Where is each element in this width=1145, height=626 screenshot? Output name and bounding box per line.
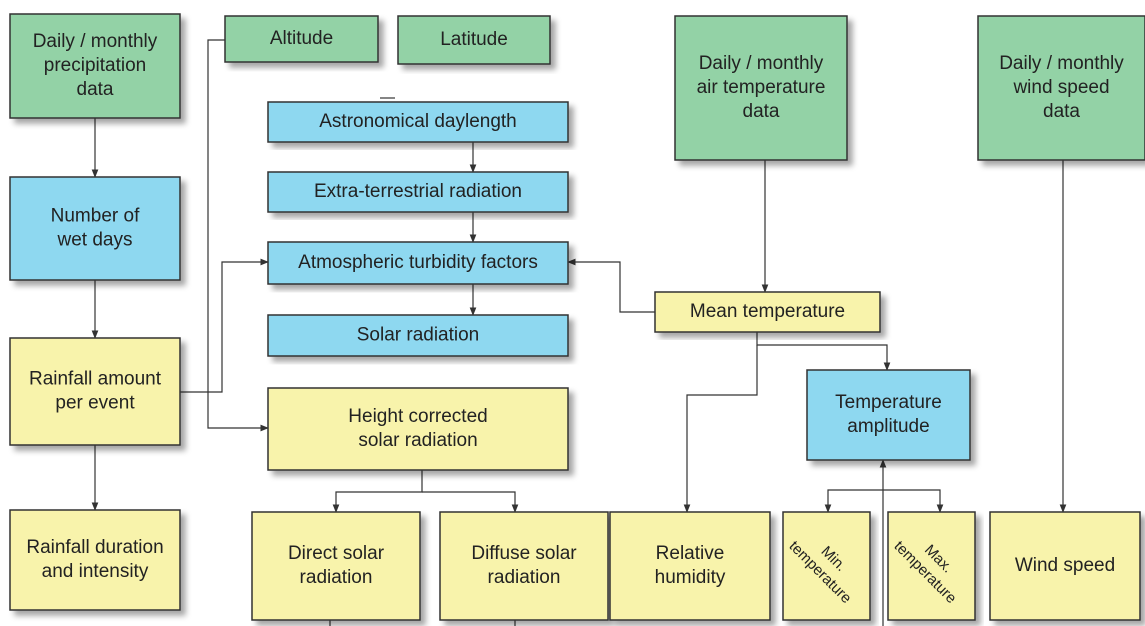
node-label: per event (55, 393, 135, 414)
node: Wind speed (989, 511, 1141, 621)
node-label: data (77, 79, 114, 100)
node-label: radiation (488, 567, 561, 588)
node-box (654, 291, 881, 333)
node-label: data (1043, 101, 1080, 122)
node-box (251, 511, 421, 621)
node-box (609, 511, 771, 621)
node: Rainfall duration and intensity (9, 509, 181, 611)
node-label: Daily / monthly (999, 53, 1124, 74)
node: Direct solar radiation (251, 511, 421, 621)
node-box (397, 15, 551, 65)
plain-lines (329, 97, 516, 626)
arrow (180, 258, 269, 393)
node-label: solar radiation (358, 430, 477, 451)
arrow (332, 470, 423, 513)
node-box (9, 13, 181, 119)
node-label: Mean temperature (690, 301, 845, 322)
line (329, 620, 516, 626)
arrow (207, 39, 269, 432)
node-label: and intensity (42, 561, 149, 582)
node: Temperature amplitude (806, 369, 971, 461)
node-label: Rainfall duration (26, 537, 163, 558)
node-box (674, 15, 848, 161)
nodes: Daily / monthly precipitation data Altitude… (9, 13, 1145, 621)
node-label: Relative (656, 543, 725, 564)
node-label: humidity (655, 567, 726, 588)
node-label: precipitation (44, 55, 146, 76)
node-label: Altitude (270, 28, 333, 49)
node-box (224, 15, 379, 63)
node: Astronomical daylength (267, 101, 569, 143)
arrow (756, 332, 891, 371)
node-box (989, 511, 1141, 621)
arrow (824, 489, 883, 513)
node-box (977, 15, 1145, 161)
node-label: Astronomical daylength (319, 111, 517, 132)
node-label: Direct solar (288, 543, 385, 564)
arrow (683, 345, 758, 513)
node: Height corrected solar radiation (267, 387, 569, 471)
node-label: Rainfall amount (29, 369, 162, 390)
node: Solar radiation (267, 314, 569, 357)
node-label: Extra-terrestrial radiation (314, 181, 522, 202)
node-label: air temperature (697, 77, 826, 98)
node-box (806, 369, 971, 461)
node-box (267, 101, 569, 143)
node-label: wet days (57, 230, 133, 251)
node-label: Daily / monthly (33, 31, 158, 52)
node-label: radiation (300, 567, 373, 588)
node-label: Atmospheric turbidity factors (298, 252, 538, 273)
node-box (782, 511, 871, 621)
node-label: Height corrected (348, 406, 487, 427)
node-box (9, 337, 181, 446)
node: Number of wet days (9, 176, 181, 281)
arrow (422, 491, 519, 513)
node-label: Temperature (835, 392, 942, 413)
node-label: wind speed (1012, 77, 1109, 98)
node: Latitude (397, 15, 551, 65)
node-label: amplitude (847, 416, 929, 437)
node: Altitude (224, 15, 379, 63)
node: Daily / monthly wind speed data (977, 15, 1145, 161)
arrow (567, 258, 655, 313)
node-box (267, 241, 569, 285)
node-box (267, 171, 569, 213)
node-label: Solar radiation (357, 325, 480, 346)
node: Diffuse solar radiation (439, 511, 609, 621)
arrow (883, 489, 944, 513)
node-box (267, 314, 569, 357)
node-label: Latitude (440, 29, 508, 50)
node: Extra-terrestrial radiation (267, 171, 569, 213)
node-label: Daily / monthly (699, 53, 824, 74)
node: Daily / monthly air temperature data (674, 15, 848, 161)
node-box (439, 511, 609, 621)
node-box (9, 509, 181, 611)
node: Min.temperature (782, 511, 871, 621)
node: Mean temperature (654, 291, 881, 333)
node: Daily / monthly precipitation data (9, 13, 181, 119)
node-label: Wind speed (1015, 555, 1115, 576)
node-label: Diffuse solar (471, 543, 577, 564)
node-label: data (743, 101, 780, 122)
node-box (887, 511, 976, 621)
node: Relative humidity (609, 511, 771, 621)
node: Rainfall amount per event (9, 337, 181, 446)
node: Atmospheric turbidity factors (267, 241, 569, 285)
node: Max.temperature (887, 511, 976, 621)
node-box (9, 176, 181, 281)
node-box (267, 387, 569, 471)
connectors (91, 39, 1067, 626)
node-label: Number of (51, 206, 140, 227)
